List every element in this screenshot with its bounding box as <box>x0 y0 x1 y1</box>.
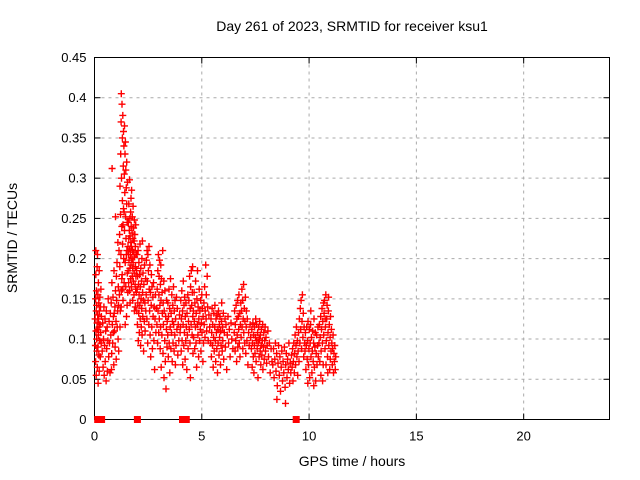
chart-title: Day 261 of 2023, SRMTID for receiver ksu… <box>216 18 488 34</box>
x-tick-label: 5 <box>198 429 205 444</box>
y-tick-label: 0.25 <box>61 211 86 226</box>
x-tick-label: 20 <box>516 429 530 444</box>
grid-lines <box>94 57 610 420</box>
y-tick-label: 0.4 <box>68 90 86 105</box>
y-tick-label: 0 <box>79 412 86 427</box>
y-tick-label: 0.3 <box>68 171 86 186</box>
y-axis-label: SRMTID / TECUs <box>4 183 20 293</box>
x-axis-label: GPS time / hours <box>299 453 406 469</box>
x-tick-label: 0 <box>91 429 98 444</box>
y-tick-label: 0.2 <box>68 251 86 266</box>
y-tick-label: 0.05 <box>61 372 86 387</box>
x-tick-label: 15 <box>409 429 423 444</box>
y-tick-label: 0.15 <box>61 291 86 306</box>
scatter-points <box>91 90 340 407</box>
x-tick-label: 10 <box>302 429 316 444</box>
y-tick-label: 0.35 <box>61 130 86 145</box>
plot-border <box>94 57 610 420</box>
tick-labels: 0 5 10 15 20 0 0.05 0.1 0.15 0.2 0.25 0.3 0.35 0.4 0.4… <box>61 50 531 444</box>
y-tick-label: 0.45 <box>61 50 86 65</box>
event-markers <box>94 416 300 423</box>
y-tick-label: 0.1 <box>68 332 86 347</box>
axis-ticks <box>94 57 610 420</box>
